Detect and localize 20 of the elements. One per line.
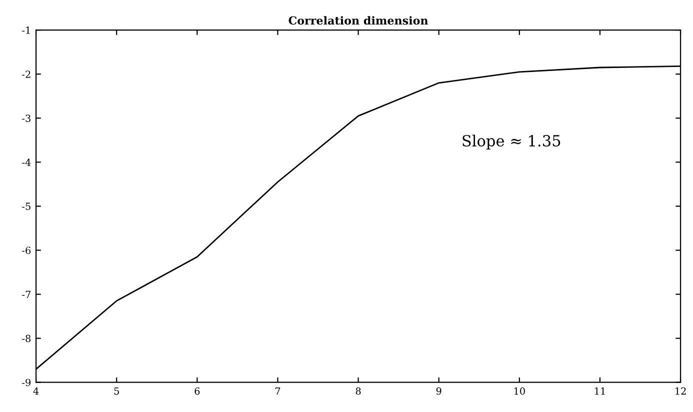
y-tick-label: -6 (22, 246, 31, 254)
x-tick-label: 5 (114, 387, 119, 395)
x-tick-label: 8 (356, 387, 361, 395)
y-tick-label: -2 (22, 70, 30, 78)
y-tick-label: -1 (22, 26, 30, 34)
y-tick-label: -5 (22, 202, 30, 210)
x-tick-label: 6 (194, 387, 200, 395)
y-tick-label: -4 (22, 158, 31, 166)
x-tick-label: 4 (33, 387, 39, 395)
x-tick-label: 11 (594, 387, 605, 395)
y-tick-label: -3 (22, 114, 30, 122)
y-tick-label: -7 (22, 290, 30, 298)
annotation: Slope ≈ 1.35 (462, 134, 560, 150)
y-tick-label: -8 (22, 334, 31, 342)
x-tick-label: 7 (275, 387, 280, 395)
chart-title: Correlation dimension (288, 16, 428, 25)
y-tick-label: -9 (22, 378, 31, 386)
x-tick-label: 9 (436, 387, 442, 395)
x-tick-label: 12 (676, 387, 686, 395)
x-tick-label: 10 (514, 387, 525, 395)
